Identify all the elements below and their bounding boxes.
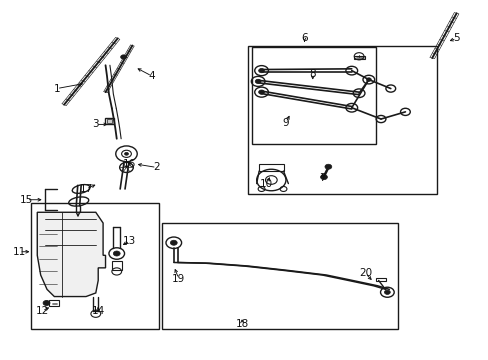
- Text: 6: 6: [301, 33, 307, 43]
- Circle shape: [255, 79, 261, 84]
- Text: 15: 15: [20, 195, 33, 205]
- Circle shape: [170, 240, 177, 245]
- Text: 13: 13: [123, 236, 136, 246]
- Text: 8: 8: [309, 69, 315, 79]
- Polygon shape: [37, 212, 105, 297]
- Bar: [375, 278, 385, 281]
- Text: 3: 3: [92, 120, 99, 129]
- Bar: [104, 118, 114, 125]
- Text: 10: 10: [259, 179, 272, 189]
- Circle shape: [366, 78, 370, 81]
- Text: 19: 19: [172, 274, 185, 284]
- Text: 4: 4: [148, 71, 155, 81]
- Bar: [251, 47, 375, 144]
- Text: 2: 2: [153, 162, 160, 172]
- Text: 5: 5: [452, 33, 459, 43]
- Bar: [31, 203, 159, 329]
- Bar: [112, 261, 122, 270]
- Bar: [106, 120, 112, 123]
- Text: 11: 11: [13, 247, 26, 257]
- Bar: [49, 300, 59, 306]
- Circle shape: [113, 251, 120, 256]
- Bar: [161, 223, 397, 329]
- Text: 18: 18: [235, 319, 248, 329]
- Circle shape: [384, 290, 389, 294]
- Circle shape: [320, 175, 327, 180]
- Circle shape: [325, 164, 331, 169]
- Bar: [248, 45, 436, 194]
- Bar: [259, 164, 283, 171]
- Text: 20: 20: [358, 268, 371, 278]
- Text: 14: 14: [91, 306, 104, 316]
- Text: 16: 16: [123, 159, 136, 169]
- Text: 9: 9: [282, 118, 289, 128]
- Text: 1: 1: [53, 84, 60, 94]
- Circle shape: [258, 68, 264, 73]
- Circle shape: [124, 152, 128, 155]
- Circle shape: [258, 90, 264, 94]
- Text: 12: 12: [36, 306, 49, 316]
- Circle shape: [121, 55, 126, 59]
- Circle shape: [43, 301, 50, 306]
- Bar: [353, 56, 365, 59]
- Text: 17: 17: [79, 184, 92, 194]
- Text: 7: 7: [319, 173, 325, 183]
